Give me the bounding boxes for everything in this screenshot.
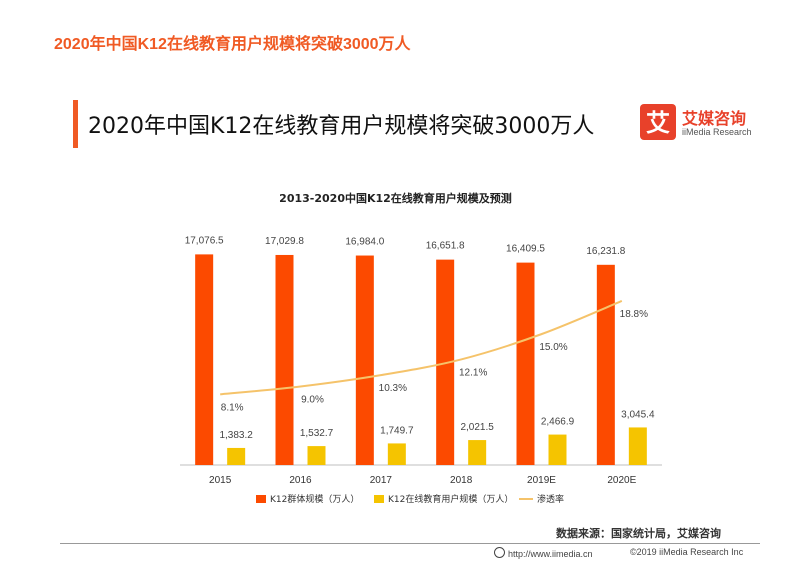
footer-divider	[60, 543, 760, 544]
data-label-k12-population: 16,409.5	[506, 244, 545, 255]
bar-k12-population	[596, 264, 615, 465]
bar-k12-online-users	[548, 434, 567, 465]
bar-k12-online-users	[628, 427, 647, 465]
brand-mark-glyph: 艾	[646, 109, 670, 137]
bar-k12-population	[275, 254, 294, 465]
data-label-penetration-rate: 9.0%	[301, 394, 324, 405]
data-label-penetration-rate: 10.3%	[379, 383, 407, 394]
data-label-penetration-rate: 18.8%	[620, 309, 648, 320]
bar-k12-population	[195, 254, 214, 465]
data-label-k12-population: 17,029.8	[265, 236, 304, 247]
chart-title: 2013-2020中国K12在线教育用户规模及预测	[279, 192, 512, 205]
bar-k12-online-users	[227, 447, 246, 465]
top-title: 2020年中国K12在线教育用户规模将突破3000万人	[54, 36, 411, 53]
legend-label: K12群体规模（万人）	[270, 493, 359, 505]
data-label-k12-online-users: 1,532.7	[300, 428, 334, 439]
data-label-penetration-rate: 15.0%	[539, 342, 567, 353]
x-tick-label: 2020E	[607, 475, 636, 486]
footer-url-text[interactable]: http://www.iimedia.cn	[508, 549, 593, 559]
bar-k12-online-users	[387, 443, 406, 465]
bar-k12-population	[355, 255, 374, 465]
data-label-k12-online-users: 1,383.2	[219, 430, 253, 441]
data-source: 数据来源：国家统计局，艾媒咨询	[556, 527, 721, 540]
data-label-k12-online-users: 2,466.9	[541, 417, 575, 428]
brand-name: 艾媒咨询	[682, 109, 747, 128]
globe-icon	[494, 547, 505, 558]
page-title: 2020年中国K12在线教育用户规模将突破3000万人	[88, 114, 595, 139]
legend-label: K12在线教育用户规模（万人）	[388, 493, 513, 505]
line-penetration-rate	[220, 300, 623, 396]
data-label-k12-online-users: 2,021.5	[460, 422, 494, 433]
data-label-k12-population: 16,651.8	[426, 241, 465, 252]
brand-subtitle: iiMedia Research	[682, 127, 752, 137]
x-tick-label: 2015	[209, 475, 232, 486]
data-label-k12-population: 16,984.0	[345, 237, 384, 248]
legend-swatch	[256, 495, 266, 503]
header-accent-bar	[73, 100, 78, 148]
bar-k12-population	[516, 262, 535, 465]
legend-swatch	[374, 495, 384, 503]
chart: 17,076.5 1,383.2 2015 17,029.8 1,532.7 2016 16…	[180, 235, 662, 505]
footer-copyright: ©2019 iiMedia Research Inc	[630, 547, 744, 557]
footer-url: http://www.iimedia.cn	[494, 547, 593, 559]
data-label-k12-population: 16,231.8	[586, 246, 625, 257]
data-label-k12-population: 17,076.5	[185, 235, 224, 246]
x-tick-label: 2019E	[527, 475, 556, 486]
brand-logo: 艾 艾媒咨询 iiMedia Research	[640, 104, 770, 148]
data-label-penetration-rate: 8.1%	[221, 402, 244, 413]
legend-label: 渗透率	[537, 493, 564, 505]
x-tick-label: 2016	[289, 475, 312, 486]
data-label-k12-online-users: 3,045.4	[621, 409, 655, 420]
bar-k12-online-users	[307, 446, 326, 465]
brand-mark-icon: 艾	[640, 104, 676, 140]
data-label-k12-online-users: 1,749.7	[380, 425, 414, 436]
bar-k12-online-users	[468, 440, 487, 465]
x-tick-label: 2017	[370, 475, 393, 486]
x-tick-label: 2018	[450, 475, 473, 486]
data-label-penetration-rate: 12.1%	[459, 367, 487, 378]
